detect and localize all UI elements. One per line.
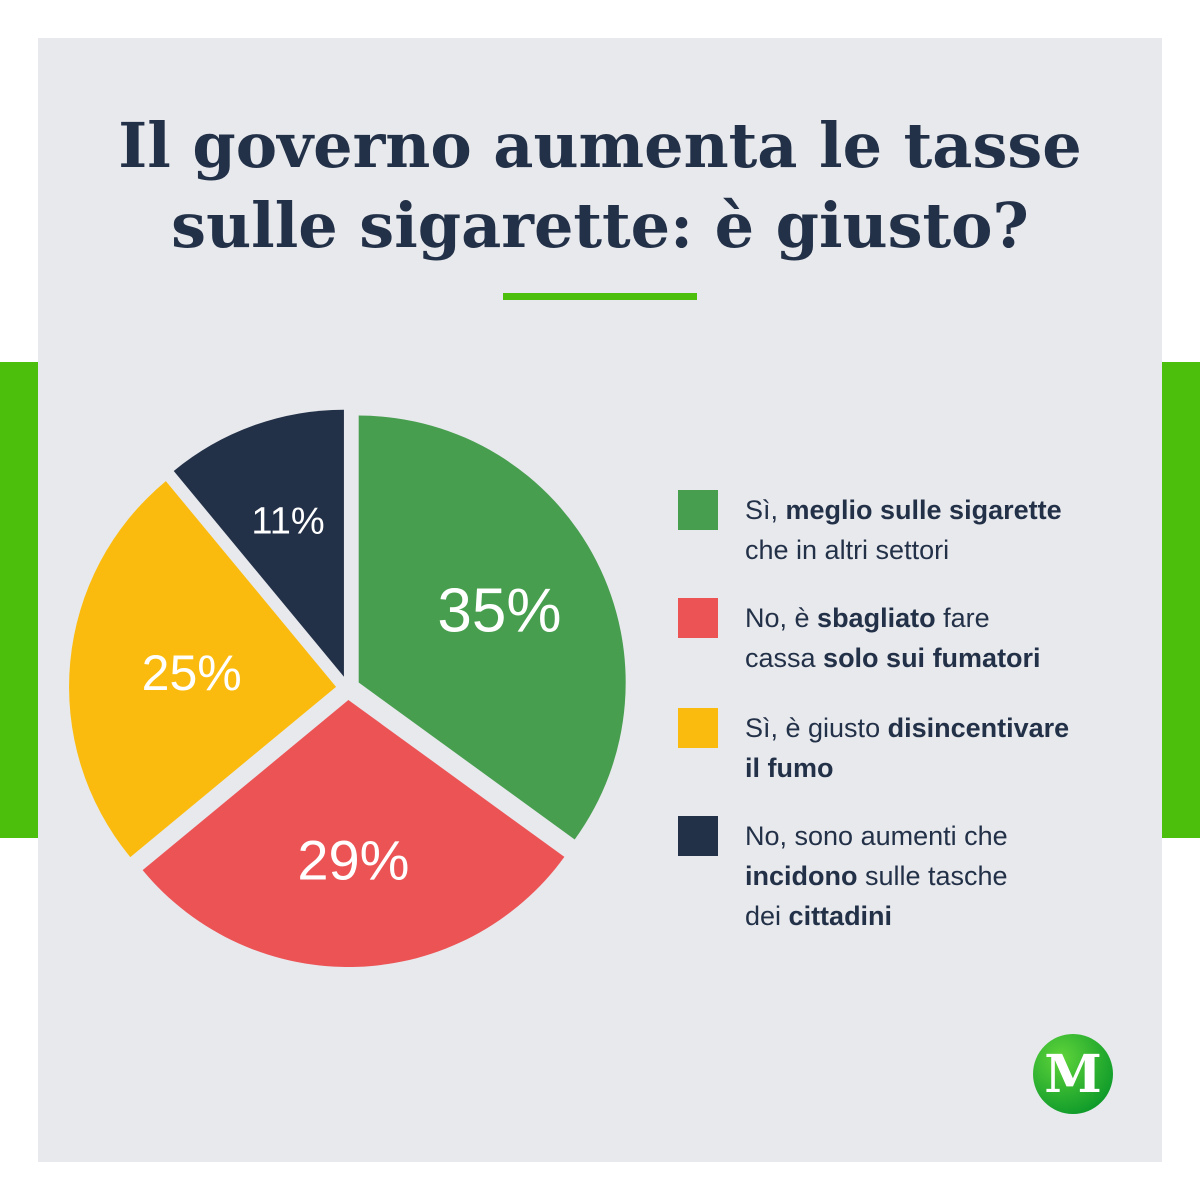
legend-swatch (678, 598, 718, 638)
legend-swatch (678, 708, 718, 748)
legend-label: No, è sbagliato fare cassa solo sui fumat… (745, 598, 1125, 678)
pie-slice (142, 699, 565, 967)
logo-m-icon: M (1033, 1034, 1113, 1114)
legend-label-text: No, sono aumenti che (745, 821, 1008, 851)
legend-label-line: incidono sulle tasche (745, 856, 1125, 896)
legend-label-bold: cittadini (788, 901, 893, 931)
legend-label-line: il fumo (745, 748, 1125, 788)
chart-title: Il governo aumenta le tasse sulle sigare… (38, 106, 1162, 266)
legend-swatch (678, 816, 718, 856)
legend-label-line: No, sono aumenti che (745, 816, 1125, 856)
legend-label-line: Sì, è giusto disincentivare (745, 708, 1125, 748)
legend-label-line: cassa solo sui fumatori (745, 638, 1125, 678)
legend-label-bold: incidono (745, 861, 858, 891)
legend-label-bold: il fumo (745, 753, 834, 783)
legend-label-text: cassa (745, 643, 824, 673)
pie-slice-label: 35% (437, 576, 561, 645)
legend-label-text: sulle tasche (857, 861, 1008, 891)
legend-swatch (678, 490, 718, 530)
legend-label-bold: disincentivare (887, 713, 1070, 743)
legend-label: Sì, è giusto disincentivare il fumo (745, 708, 1125, 788)
pie-slice (358, 415, 626, 840)
logo-letter: M (1044, 1044, 1102, 1105)
legend-label-line: dei cittadini (745, 896, 1125, 936)
legend-label: Sì, meglio sulle sigarette che in altri s… (745, 490, 1125, 570)
legend-label-text: dei (745, 901, 789, 931)
pie-slice-label: 29% (297, 828, 409, 891)
pie-slice (173, 409, 344, 677)
title-underline (503, 293, 697, 300)
legend-label-text: fare (935, 603, 990, 633)
title-line-2: sulle sigarette: è giusto? (171, 189, 1029, 262)
pie-chart: 35% 29% 25% 11% (69, 409, 626, 967)
legend-label-bold: solo sui fumatori (823, 643, 1041, 673)
legend-label-text: Sì, è giusto (745, 713, 888, 743)
legend-label-text: che in altri settori (745, 535, 950, 565)
left-accent-bar (0, 362, 40, 838)
legend-label-line: Sì, meglio sulle sigarette (745, 490, 1125, 530)
legend-label-text: Sì, (745, 495, 786, 525)
infographic-panel: Il governo aumenta le tasse sulle sigare… (38, 38, 1162, 1162)
legend-label-line: No, è sbagliato fare (745, 598, 1125, 638)
legend-label-text: No, è (745, 603, 818, 633)
pie-slice (69, 481, 337, 858)
legend-label: No, sono aumenti che incidono sulle tasch… (745, 816, 1125, 936)
pie-slice-label: 11% (251, 500, 324, 542)
title-line-1: Il governo aumenta le tasse (118, 109, 1082, 182)
legend-label-bold: meglio sulle sigarette (785, 495, 1062, 525)
legend-label-bold: sbagliato (817, 603, 936, 633)
pie-slice-label: 25% (142, 645, 242, 701)
right-accent-bar (1160, 362, 1200, 838)
legend-label-line: che in altri settori (745, 530, 1125, 570)
